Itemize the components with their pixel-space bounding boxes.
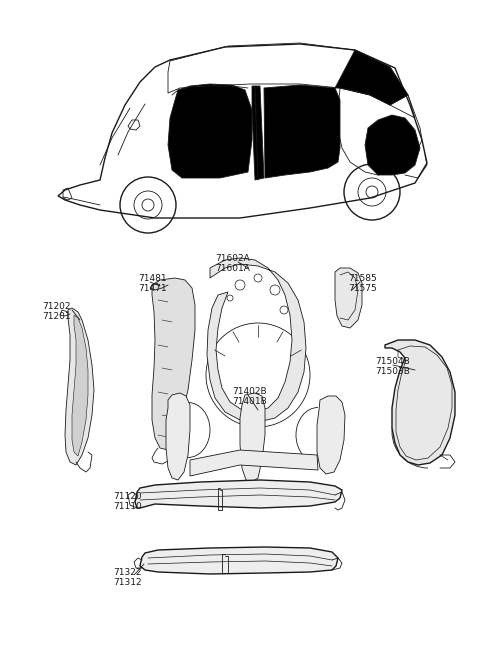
Polygon shape: [128, 120, 140, 130]
Polygon shape: [72, 315, 88, 456]
Circle shape: [344, 164, 400, 220]
Circle shape: [254, 274, 262, 282]
Circle shape: [270, 285, 280, 295]
Polygon shape: [152, 278, 195, 450]
Polygon shape: [207, 258, 306, 422]
Text: 71120
71110: 71120 71110: [113, 492, 142, 512]
Text: 71202
71201: 71202 71201: [42, 302, 71, 321]
Circle shape: [366, 186, 378, 198]
Circle shape: [227, 295, 233, 301]
Polygon shape: [385, 340, 455, 465]
Text: 71481
71471: 71481 71471: [138, 274, 167, 293]
Polygon shape: [166, 393, 190, 480]
Polygon shape: [168, 84, 252, 178]
Text: 71402B
71401B: 71402B 71401B: [232, 387, 267, 407]
Circle shape: [76, 435, 82, 441]
Polygon shape: [365, 115, 420, 175]
Polygon shape: [335, 268, 362, 328]
Polygon shape: [264, 85, 340, 178]
Circle shape: [76, 357, 82, 363]
Polygon shape: [190, 450, 318, 476]
Circle shape: [358, 178, 386, 206]
Circle shape: [134, 191, 162, 219]
Text: 71504B
71503B: 71504B 71503B: [375, 357, 410, 377]
Circle shape: [76, 412, 82, 418]
Circle shape: [235, 280, 245, 290]
Circle shape: [142, 199, 154, 211]
Polygon shape: [140, 547, 338, 574]
Circle shape: [280, 306, 288, 314]
Circle shape: [206, 323, 310, 427]
Circle shape: [76, 387, 82, 393]
Polygon shape: [65, 308, 94, 465]
Polygon shape: [252, 86, 264, 180]
Circle shape: [120, 177, 176, 233]
Polygon shape: [135, 480, 342, 508]
Text: 71602A
71601A: 71602A 71601A: [215, 254, 250, 274]
Polygon shape: [317, 396, 345, 474]
Polygon shape: [335, 50, 408, 105]
Text: 71585
71575: 71585 71575: [348, 274, 377, 293]
Circle shape: [76, 332, 82, 338]
Polygon shape: [240, 393, 265, 482]
Text: 71322
71312: 71322 71312: [113, 568, 142, 587]
